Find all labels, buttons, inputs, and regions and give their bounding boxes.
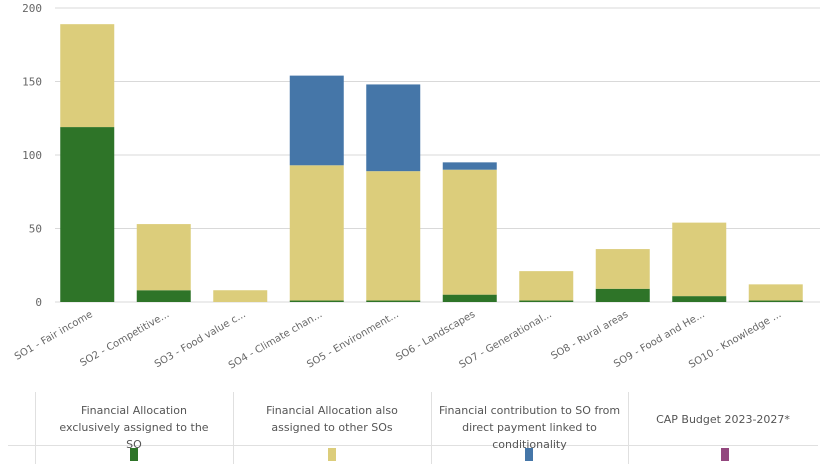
legend-item-cap-budget: CAP Budget 2023-2027*	[628, 392, 818, 464]
legend-column-divider	[431, 392, 432, 464]
legend-label: Financial Allocation also assigned to ot…	[266, 404, 398, 434]
legend-column-divider	[628, 392, 629, 464]
bar-segment-10-1[interactable]	[748, 300, 803, 302]
bar-segment-3-2[interactable]	[213, 290, 268, 302]
x-tick-label: SO6 - Landscapes	[394, 309, 477, 363]
bar-segment-5-2[interactable]	[366, 171, 421, 301]
bar-segment-2-1[interactable]	[136, 290, 191, 302]
bar-segment-7-1[interactable]	[519, 300, 574, 302]
legend-swatch-green	[130, 448, 138, 461]
bar-segment-5-3[interactable]	[366, 84, 421, 172]
bar-segment-2-2[interactable]	[136, 224, 191, 291]
bar-segment-10-2[interactable]	[748, 284, 803, 301]
x-tick-label: SO8 - Rural areas	[549, 309, 630, 362]
legend-item-shared: Financial Allocation also assigned to ot…	[233, 392, 431, 464]
legend-table: Financial Allocation exclusively assigne…	[8, 392, 818, 464]
y-axis-ticks: 0 50 100 150 200	[22, 2, 42, 309]
legend-divider	[8, 445, 818, 446]
bar-segment-5-1[interactable]	[366, 300, 421, 302]
bar-segment-4-3[interactable]	[289, 75, 344, 166]
bar-segment-8-1[interactable]	[595, 288, 650, 302]
legend-label: Financial contribution to SO from direct…	[438, 404, 621, 451]
bar-segment-6-1[interactable]	[442, 294, 497, 302]
y-tick-label: 100	[22, 149, 42, 162]
y-tick-label: 200	[22, 2, 42, 15]
y-tick-label: 150	[22, 76, 42, 89]
bar-segment-6-3[interactable]	[442, 162, 497, 170]
y-tick-label: 0	[35, 296, 42, 309]
bar-segment-6-2[interactable]	[442, 169, 497, 295]
bar-segment-4-2[interactable]	[289, 165, 344, 301]
bar-segment-1-1[interactable]	[60, 127, 115, 302]
bar-segment-9-1[interactable]	[672, 296, 727, 302]
legend-swatch-blue	[525, 448, 533, 461]
legend-label: Financial Allocation exclusively assigne…	[59, 404, 209, 451]
legend-label: CAP Budget 2023-2027*	[656, 413, 790, 426]
bar-segment-7-2[interactable]	[519, 271, 574, 301]
y-tick-label: 50	[29, 223, 42, 236]
bar-segment-1-2[interactable]	[60, 24, 115, 128]
legend-swatch-yellow	[328, 448, 336, 461]
bars	[60, 24, 803, 302]
legend-swatch-purple	[721, 448, 729, 461]
legend-item-exclusive: Financial Allocation exclusively assigne…	[35, 392, 233, 464]
legend-column-divider	[233, 392, 234, 464]
legend-column-divider	[35, 392, 36, 464]
x-tick-label: SO1 - Fair income	[13, 309, 95, 363]
legend-item-conditionality: Financial contribution to SO from direct…	[431, 392, 628, 464]
bar-segment-4-1[interactable]	[289, 300, 344, 302]
bar-segment-9-2[interactable]	[672, 222, 727, 297]
bar-segment-8-2[interactable]	[595, 249, 650, 289]
